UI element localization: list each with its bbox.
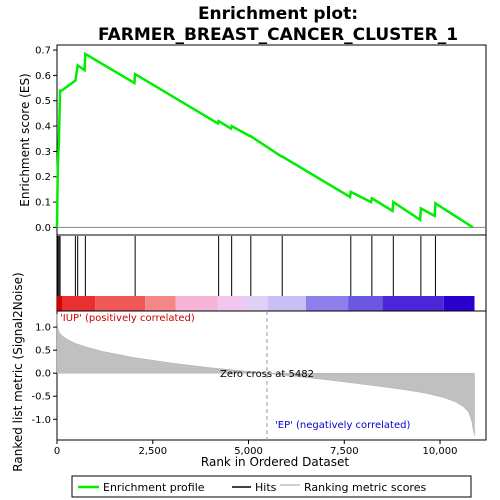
color-bar-segment	[95, 296, 146, 311]
x-tick-label: 2,500	[138, 446, 167, 457]
x-tick-label: 5,000	[234, 446, 263, 457]
es-y-tick-label: 0.2	[35, 172, 51, 183]
enrichment-profile-line	[55, 51, 474, 229]
color-bar-segment	[305, 296, 349, 311]
color-bar-segment	[348, 296, 383, 311]
es-y-tick-label: 0.7	[35, 46, 51, 57]
x-axis-label: Rank in Ordered Dataset	[201, 455, 349, 469]
color-bar-segment	[443, 296, 475, 311]
es-y-tick-label: 0.3	[35, 147, 51, 158]
chart-title-line-2: FARMER_BREAST_CANCER_CLUSTER_1	[98, 25, 458, 45]
es-y-tick-label: 0.1	[35, 198, 51, 209]
metric-y-tick-label: 1.0	[35, 323, 51, 334]
es-y-axis: 0.0 0.1 0.2 0.3 0.4 0.5 0.6 0.7	[35, 46, 57, 234]
metric-y-tick-label: -0.5	[31, 392, 51, 403]
x-tick-label: 10,000	[423, 446, 458, 457]
x-tick-label: 0	[54, 446, 60, 457]
color-bar-segment	[145, 296, 176, 311]
metric-y-axis: -1.0 -0.5 0.0 0.5 1.0	[31, 323, 57, 426]
es-y-tick-label: 0.0	[35, 223, 51, 234]
positive-correlation-label: 'IUP' (positively correlated)	[60, 313, 195, 324]
color-bar-segment	[382, 296, 444, 311]
metric-panel-frame	[56, 310, 487, 441]
metric-y-tick-label: 0.0	[35, 369, 51, 380]
es-y-axis-label: Enrichment score (ES)	[18, 73, 32, 206]
x-axis: 0 2,500 5,000 7,500 10,000	[54, 440, 458, 457]
metric-y-tick-label: 0.5	[35, 346, 51, 357]
legend-label-ranking-metric: Ranking metric scores	[304, 481, 426, 494]
metric-y-tick-label: -1.0	[31, 415, 51, 426]
correlation-color-bar	[57, 296, 475, 311]
color-bar-segment	[57, 296, 62, 311]
ranking-metric-area	[56, 314, 475, 436]
es-y-tick-label: 0.5	[35, 96, 51, 107]
legend-label-hits: Hits	[255, 481, 277, 494]
color-bar-segment	[61, 296, 96, 311]
x-tick-label: 7,500	[330, 446, 359, 457]
color-bar-segment	[244, 296, 268, 311]
es-y-tick-label: 0.4	[35, 122, 51, 133]
negative-correlation-label: 'EP' (negatively correlated)	[275, 420, 410, 431]
es-y-tick-label: 0.6	[35, 71, 51, 82]
color-bar-segment	[217, 296, 245, 311]
legend-box	[71, 475, 472, 498]
metric-y-axis-label: Ranked list metric (Signal2Noise)	[11, 272, 25, 471]
zero-cross-label: Zero cross at 5482	[220, 369, 314, 380]
color-bar-segment	[175, 296, 218, 311]
color-bar-segment	[267, 296, 306, 311]
chart-title-line-1: Enrichment plot:	[198, 4, 358, 24]
legend-label-enrichment-profile: Enrichment profile	[103, 481, 205, 494]
hits-marks	[57, 236, 436, 296]
